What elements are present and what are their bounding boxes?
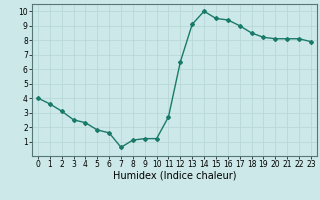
X-axis label: Humidex (Indice chaleur): Humidex (Indice chaleur) [113,171,236,181]
